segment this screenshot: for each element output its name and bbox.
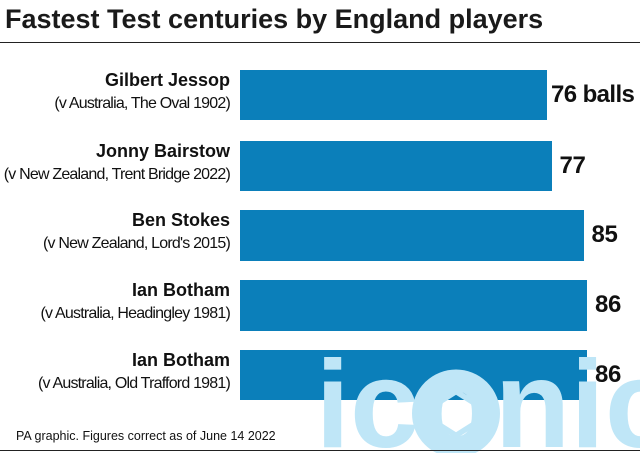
svg-text:iconic: iconic <box>316 336 640 453</box>
